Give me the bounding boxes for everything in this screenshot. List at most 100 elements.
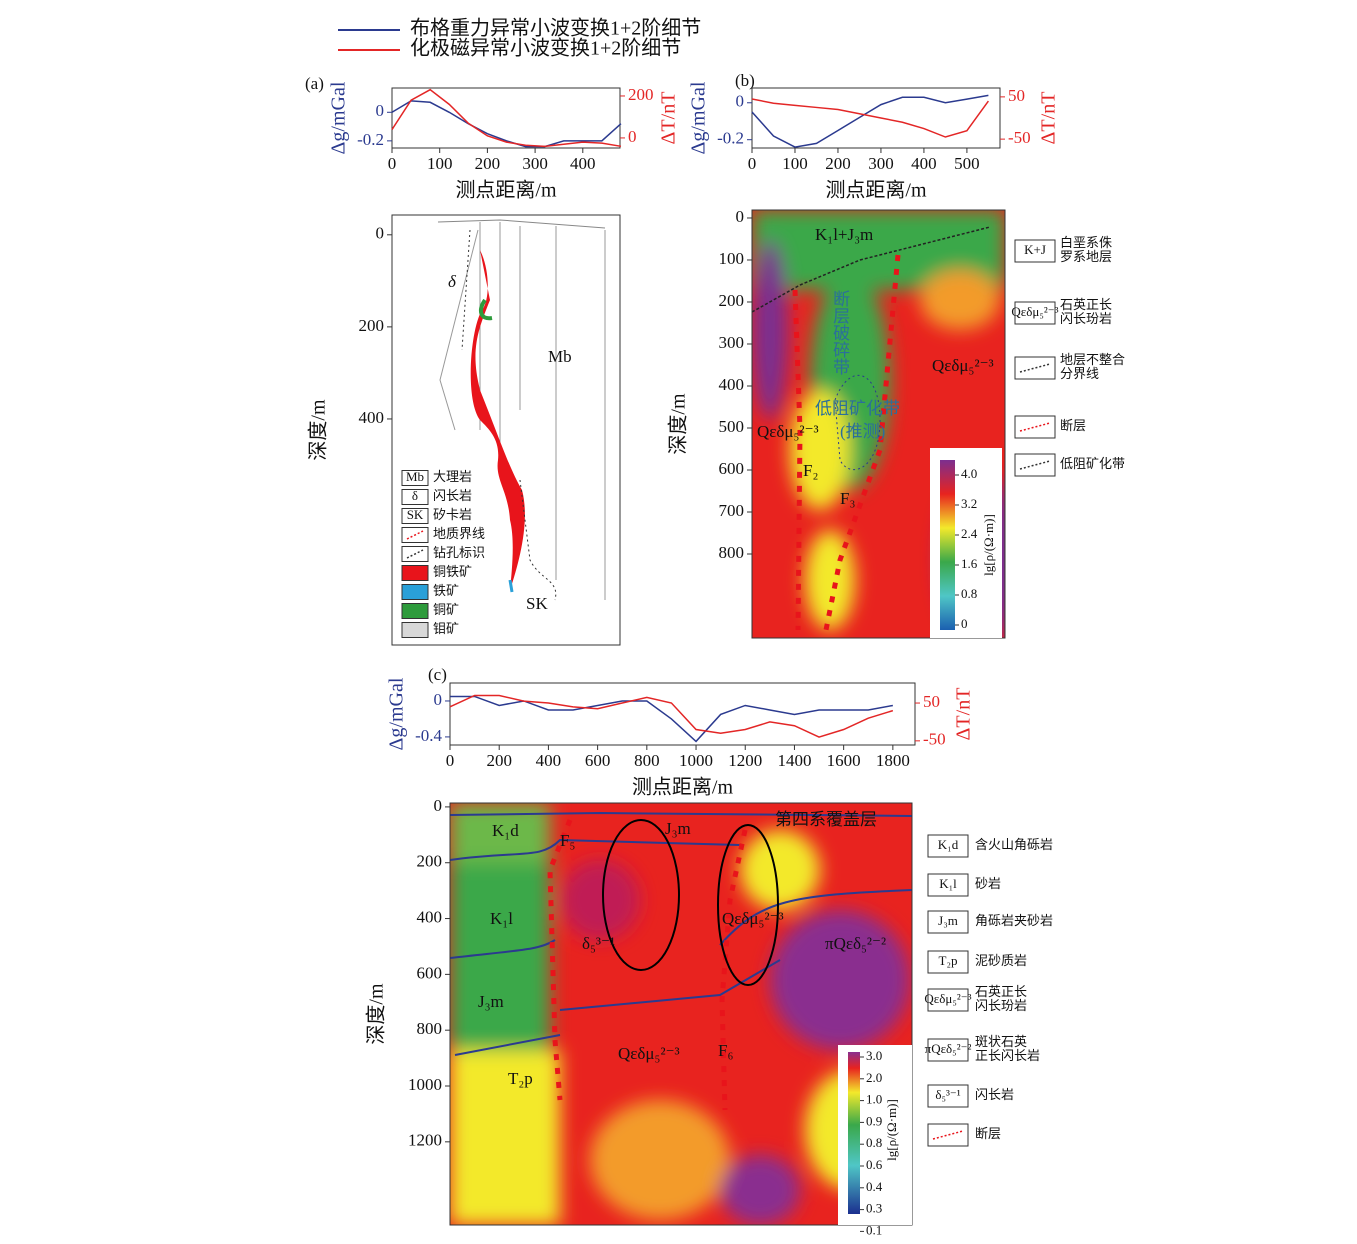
x-tick-label: 100	[427, 154, 453, 173]
colorbar-tick-label: 0.8	[866, 1135, 882, 1150]
legend-box-label: J₃m	[938, 913, 958, 928]
colorbar-tick-label: 0.1	[866, 1222, 882, 1237]
depth-tick-label: 0	[376, 224, 385, 243]
x-tick-label: 300	[522, 154, 548, 173]
colorbar-tick-label: 0	[961, 616, 968, 631]
legend-text: 断层	[975, 1126, 1001, 1141]
section-a-drawing	[391, 214, 621, 646]
legend-box-label: Qεδμ₅²⁻³	[924, 991, 971, 1006]
legend-text: 低阻矿化带	[1060, 456, 1125, 471]
x-tick-label: 0	[388, 154, 397, 173]
legend-box	[927, 1038, 969, 1062]
legend-box	[401, 489, 429, 505]
unit-label: K₁l+J₃m	[815, 225, 873, 244]
legend-text: 地层不整合	[1060, 352, 1125, 367]
x-tick-label: 800	[634, 751, 660, 770]
y2-tick-label: 200	[628, 85, 654, 104]
unit-label: Qεδμ₅²⁻³	[618, 1044, 680, 1063]
legend-text: 铜铁矿	[433, 564, 472, 579]
legend-box	[401, 584, 429, 600]
series-line	[449, 694, 894, 738]
colorbar-tick-label: 3.2	[961, 496, 977, 511]
depth-axis-label: 深度/m	[307, 399, 330, 461]
x-tick-label: 500	[954, 154, 980, 173]
colorbar-tick-label: 4.0	[961, 466, 977, 481]
depth-tick-label: 600	[719, 459, 745, 478]
unit-label: F₂	[803, 461, 818, 480]
y-tick-label: -0.2	[357, 130, 384, 149]
y2-axis-label: ΔT/nT	[1038, 92, 1060, 145]
y2-axis-label: ΔT/nT	[658, 92, 680, 145]
depth-tick-label: 500	[719, 417, 745, 436]
y2-tick-label: 50	[1008, 86, 1025, 105]
colorbar	[848, 1052, 860, 1214]
legend-box	[927, 950, 969, 974]
legend-text: 角砾岩夹砂岩	[975, 913, 1053, 928]
y2-tick-label: 0	[628, 127, 637, 146]
legend-box-label: δ	[412, 488, 418, 503]
depth-tick-label: 200	[417, 852, 443, 871]
unit-label: F₃	[840, 489, 855, 508]
legend-box	[927, 988, 969, 1012]
legend-box	[401, 622, 429, 638]
colorbar-tick-label: 3.0	[866, 1048, 882, 1063]
unit-label: Qεδμ₅²⁻³	[757, 422, 819, 441]
legend-text: 断层	[1060, 418, 1086, 433]
x-tick-label: 400	[911, 154, 937, 173]
colorbar-tick-label: 1.6	[961, 556, 978, 571]
legend-symbol	[406, 530, 424, 540]
x-tick-label: 200	[825, 154, 851, 173]
legend-box	[927, 1123, 969, 1147]
legend-text: 斑状石英	[975, 1034, 1027, 1049]
legend-text: 铜矿	[433, 602, 459, 617]
depth-tick-label: 400	[417, 907, 443, 926]
legend-box-label: K₁l	[939, 876, 957, 891]
unit-label: SK	[526, 594, 548, 613]
colorbar-tick-label: 0.3	[866, 1201, 882, 1216]
depth-tick-label: 200	[359, 316, 385, 335]
colorbar-tick-label: 2.0	[866, 1070, 882, 1085]
series-line	[751, 94, 989, 148]
legend-symbol	[1019, 422, 1051, 432]
depth-tick-label: 800	[719, 543, 745, 562]
legend-box	[401, 470, 429, 486]
legend-box	[927, 873, 969, 897]
legend-symbol	[1019, 363, 1051, 373]
legend-text: 矽卡岩	[433, 507, 472, 522]
legend-text: 泥砂质岩	[975, 953, 1027, 968]
x-tick-label: 200	[475, 154, 501, 173]
depth-tick-label: 200	[719, 291, 745, 310]
legend-text: 铁矿	[433, 583, 459, 598]
depth-tick-label: 300	[719, 333, 745, 352]
unit-label: K₁d	[492, 821, 519, 840]
depth-tick-label: 1000	[408, 1075, 442, 1094]
colorbar-tick-label: 1.0	[866, 1092, 882, 1107]
legend-box	[927, 910, 969, 934]
y-axis-label: Δg/mGal	[328, 81, 350, 154]
y-axis-label: Δg/mGal	[688, 81, 710, 154]
colorbar-tick-label: 0.4	[866, 1179, 883, 1194]
y2-tick-label: -50	[1008, 128, 1031, 147]
y2-axis-label: ΔT/nT	[953, 688, 975, 741]
legend-symbol	[932, 1130, 964, 1140]
unit-label: Qεδμ₅²⁻³	[932, 356, 994, 375]
depth-tick-label: 700	[719, 501, 745, 520]
unit-label: K₁l	[490, 909, 513, 928]
x-tick-label: 1400	[777, 751, 811, 770]
x-tick-label: 0	[446, 751, 455, 770]
legend-box	[401, 603, 429, 619]
depth-tick-label: 400	[359, 408, 385, 427]
legend-text: 罗系地层	[1060, 249, 1112, 264]
legend-label: 化极磁异常小波变换1+2阶细节	[410, 37, 681, 60]
panel-label: (c)	[428, 665, 447, 684]
unit-label: 第四系覆盖层	[775, 810, 877, 829]
unit-label: Qεδμ₅²⁻³	[722, 909, 784, 928]
unit-label: δ₅³⁻¹	[582, 934, 615, 953]
legend-box	[1014, 239, 1056, 263]
y-axis-label: Δg/mGal	[386, 677, 408, 750]
legend-text: 钻孔标识	[433, 545, 485, 560]
x-axis-label: 测点距离/m	[825, 179, 927, 202]
legend-text: 砂岩	[975, 876, 1001, 891]
legend-box	[1014, 453, 1056, 477]
